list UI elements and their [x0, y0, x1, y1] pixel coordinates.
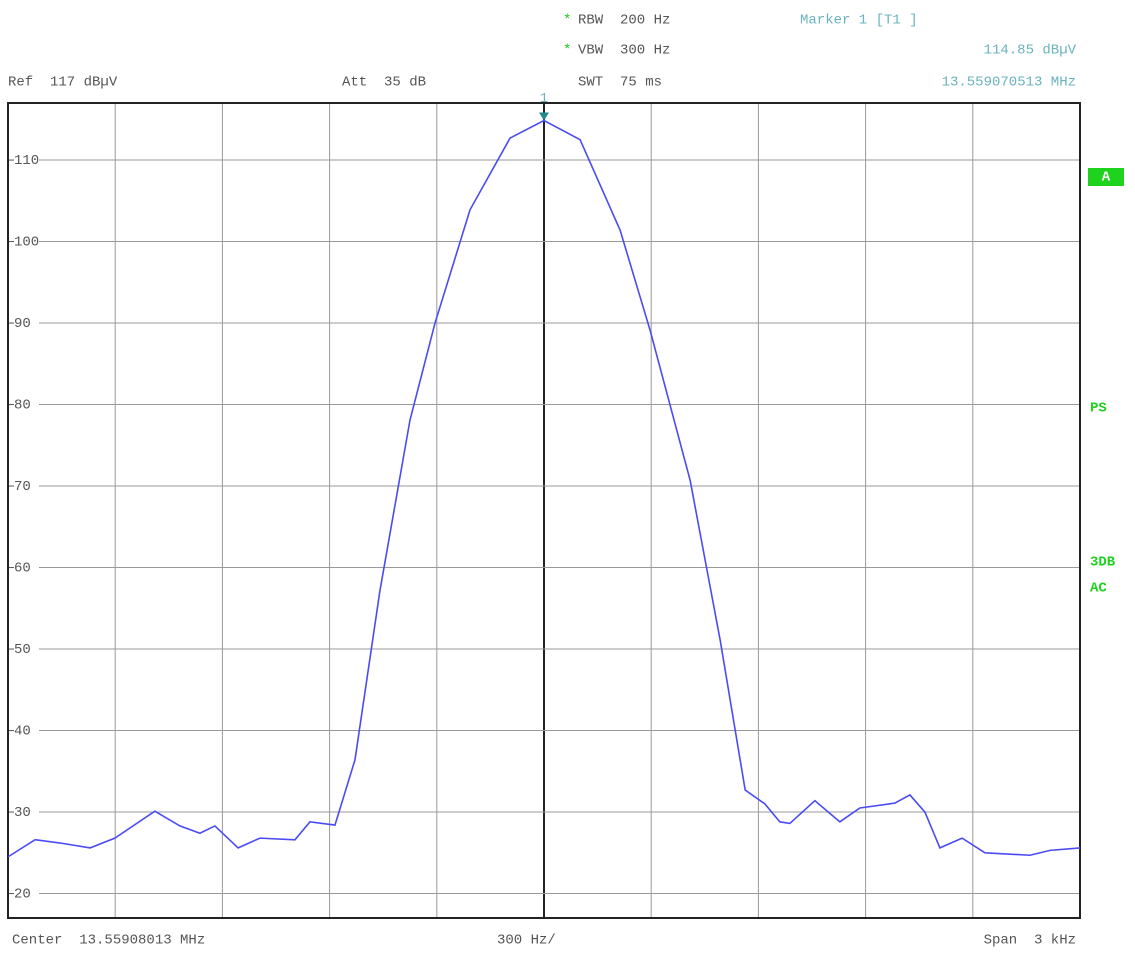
y-tick-label: 110: [14, 153, 39, 169]
y-tick-label: 50: [14, 642, 31, 658]
y-tick-label: 90: [14, 316, 31, 332]
y-tick-label-bg: [9, 722, 39, 739]
side-label: PS: [1090, 401, 1107, 417]
y-tick-label: 40: [14, 723, 31, 739]
marker-title: Marker 1 [T1 ]: [800, 13, 918, 29]
y-tick-label: 20: [14, 886, 31, 902]
y-tick-label: 100: [14, 234, 39, 250]
span: Span 3 kHz: [984, 933, 1076, 949]
y-tick-label-bg: [9, 641, 39, 658]
attenuation: Att 35 dB: [342, 75, 426, 91]
side-label: 3DB: [1090, 555, 1116, 571]
trace: [7, 119, 1081, 858]
y-tick-label-bg: [9, 152, 39, 169]
rbw-flag: *: [563, 13, 571, 29]
center-frequency: Center 13.55908013 MHz: [12, 933, 205, 949]
trace-badge: [1088, 168, 1124, 186]
y-tick-label-bg: [9, 233, 39, 250]
rbw: RBW 200 Hz: [578, 13, 670, 29]
vbw: VBW 300 Hz: [578, 43, 670, 59]
sweep-time: SWT 75 ms: [578, 75, 662, 91]
y-tick-label-bg: [9, 804, 39, 821]
y-tick-label-bg: [9, 559, 39, 576]
marker-label: 1: [540, 91, 548, 107]
plot-frame: [7, 102, 1081, 919]
y-tick-label: 60: [14, 560, 31, 576]
y-tick-label: 70: [14, 479, 31, 495]
y-tick-label: 80: [14, 397, 31, 413]
marker-frequency: 13.559070513 MHz: [942, 75, 1076, 91]
marker: [539, 112, 549, 121]
y-tick-label-bg: [9, 315, 39, 332]
y-tick-label-bg: [9, 885, 39, 902]
division: 300 Hz/: [497, 933, 556, 949]
marker-level: 114.85 dBµV: [984, 43, 1077, 59]
side-label: AC: [1090, 581, 1107, 597]
y-tick-label-bg: [9, 478, 39, 495]
side-label: A: [1102, 170, 1111, 186]
y-tick-label-bg: [9, 396, 39, 413]
y-tick-label: 30: [14, 805, 31, 821]
ref-level: Ref 117 dBµV: [8, 75, 118, 91]
vbw-flag: *: [563, 43, 571, 59]
